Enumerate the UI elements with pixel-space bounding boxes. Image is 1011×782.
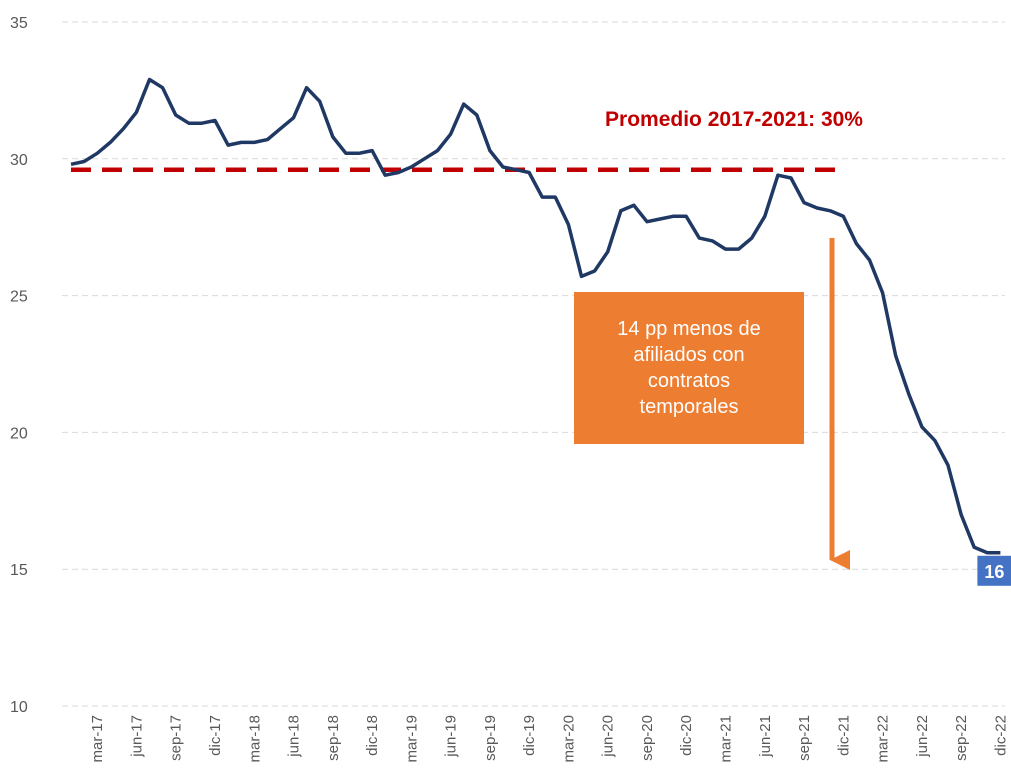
x-tick-label: dic-19	[521, 715, 538, 756]
x-tick-label: jun-21	[757, 715, 774, 758]
x-tick-label: mar-22	[875, 715, 892, 763]
data-label: 16	[984, 562, 1004, 582]
x-tick-label: mar-21	[718, 715, 735, 763]
annotation: 14 pp menos de afiliados con contratos t…	[574, 292, 804, 444]
x-tick-label: jun-22	[914, 715, 931, 758]
x-tick-label: sep-17	[168, 715, 185, 761]
x-tick-label: mar-19	[403, 715, 420, 763]
x-tick-label: mar-18	[246, 715, 263, 763]
y-tick-label: 35	[10, 15, 28, 32]
data-label-box	[977, 555, 1011, 586]
x-tick-label: mar-17	[89, 715, 106, 763]
y-tick-label: 30	[10, 152, 28, 169]
x-tick-label: sep-22	[953, 715, 970, 761]
x-tick-label: sep-21	[796, 715, 813, 761]
x-tick-label: dic-20	[678, 715, 695, 756]
x-tick-label: dic-21	[835, 715, 852, 756]
x-tick-label: mar-20	[560, 715, 577, 763]
x-tick-label: sep-19	[482, 715, 499, 761]
y-tick-label: 20	[10, 425, 28, 442]
x-tick-label: sep-18	[325, 715, 342, 761]
y-tick-label: 25	[10, 289, 28, 306]
line-series	[70, 77, 1001, 555]
x-tick-label: jun-19	[443, 715, 460, 758]
x-tick-label: jun-20	[600, 715, 617, 758]
x-tick-label: jun-18	[286, 715, 303, 758]
y-tick-label: 15	[10, 562, 28, 579]
reference-label: Promedio 2017-2021: 30%	[605, 108, 863, 131]
x-tick-label: sep-20	[639, 715, 656, 761]
x-tick-label: dic-17	[207, 715, 224, 756]
y-tick-label: 10	[10, 699, 28, 716]
x-tick-label: dic-22	[992, 715, 1009, 756]
x-tick-label: dic-18	[364, 715, 381, 756]
x-tick-label: jun-17	[128, 715, 145, 758]
